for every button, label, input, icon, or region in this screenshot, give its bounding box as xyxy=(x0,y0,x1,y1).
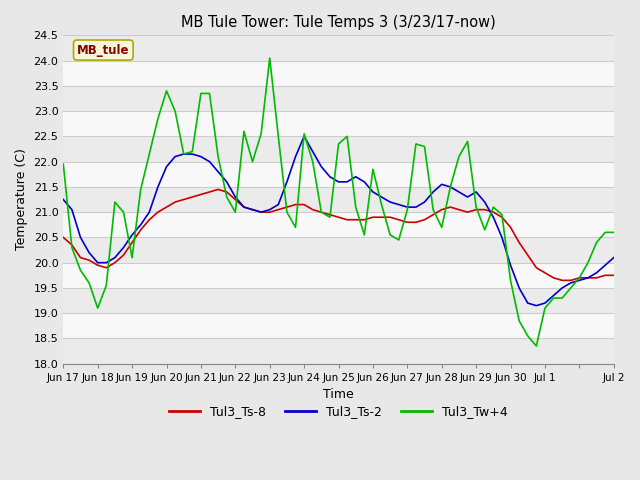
Bar xyxy=(63,162,614,187)
Tul3_Ts-8 xyxy=(60,235,67,240)
Tul3_Tw+4 xyxy=(352,204,360,210)
Tul3_Tw+4 xyxy=(593,240,600,245)
Tul3_Tw+4 xyxy=(300,131,308,137)
Tul3_Tw+4 xyxy=(223,194,230,200)
Bar xyxy=(63,212,614,238)
Line: Tul3_Ts-2: Tul3_Ts-2 xyxy=(63,136,614,306)
Bar xyxy=(63,263,614,288)
Bar xyxy=(63,136,614,162)
Tul3_Tw+4 xyxy=(266,55,273,61)
Bar xyxy=(63,288,614,313)
Tul3_Tw+4 xyxy=(550,295,557,301)
Bar xyxy=(63,187,614,212)
Tul3_Ts-2 xyxy=(352,174,360,180)
Tul3_Tw+4 xyxy=(532,343,540,349)
X-axis label: Time: Time xyxy=(323,388,354,401)
Bar xyxy=(63,36,614,60)
Bar xyxy=(63,111,614,136)
Text: MB_tule: MB_tule xyxy=(77,44,129,57)
Tul3_Ts-8 xyxy=(188,194,196,200)
Tul3_Tw+4 xyxy=(60,161,67,167)
Tul3_Ts-2 xyxy=(532,303,540,309)
Tul3_Ts-8 xyxy=(352,217,360,223)
Legend: Tul3_Ts-8, Tul3_Ts-2, Tul3_Tw+4: Tul3_Ts-8, Tul3_Ts-2, Tul3_Tw+4 xyxy=(164,400,513,423)
Tul3_Ts-8 xyxy=(300,202,308,207)
Tul3_Ts-8 xyxy=(541,270,548,276)
Bar xyxy=(63,60,614,86)
Tul3_Ts-2 xyxy=(60,197,67,203)
Tul3_Tw+4 xyxy=(610,229,618,235)
Y-axis label: Temperature (C): Temperature (C) xyxy=(15,149,28,251)
Bar xyxy=(63,338,614,364)
Tul3_Ts-2 xyxy=(188,151,196,157)
Tul3_Ts-8 xyxy=(214,187,222,192)
Bar xyxy=(63,238,614,263)
Tul3_Ts-2 xyxy=(550,293,557,299)
Tul3_Ts-8 xyxy=(232,197,239,203)
Tul3_Ts-2 xyxy=(223,179,230,185)
Tul3_Ts-2 xyxy=(593,270,600,276)
Tul3_Ts-8 xyxy=(610,273,618,278)
Tul3_Ts-2 xyxy=(300,133,308,139)
Tul3_Tw+4 xyxy=(188,149,196,155)
Bar xyxy=(63,313,614,338)
Line: Tul3_Tw+4: Tul3_Tw+4 xyxy=(63,58,614,346)
Tul3_Ts-8 xyxy=(558,277,566,283)
Bar xyxy=(63,86,614,111)
Tul3_Ts-2 xyxy=(292,154,300,159)
Tul3_Ts-2 xyxy=(610,255,618,261)
Title: MB Tule Tower: Tule Temps 3 (3/23/17-now): MB Tule Tower: Tule Temps 3 (3/23/17-now… xyxy=(181,15,496,30)
Line: Tul3_Ts-8: Tul3_Ts-8 xyxy=(63,190,614,280)
Tul3_Ts-8 xyxy=(593,275,600,281)
